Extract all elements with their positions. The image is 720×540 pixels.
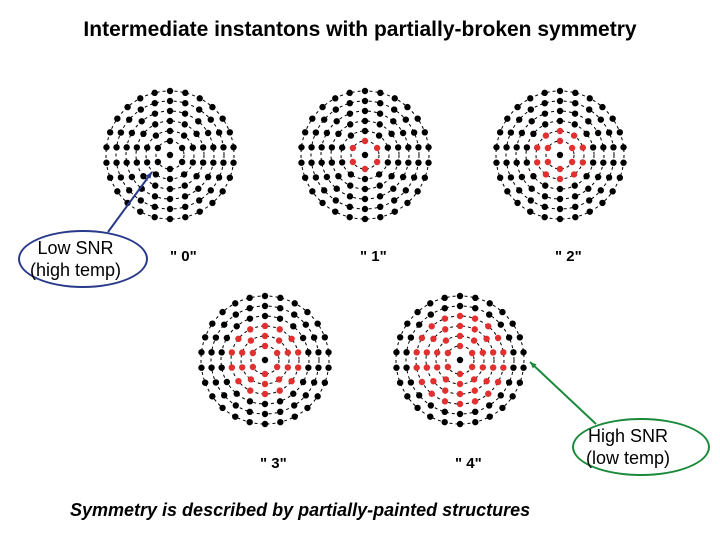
instanton-label-4: " 4" — [455, 455, 482, 472]
instanton-label-2: " 2" — [555, 248, 582, 265]
instanton-label-1: " 1" — [360, 248, 387, 265]
high-snr-line1: High SNR — [588, 426, 668, 446]
high-snr-line2: (low temp) — [586, 448, 670, 468]
instanton-label-3: " 3" — [260, 455, 287, 472]
instanton-label-0: " 0" — [170, 248, 197, 265]
footer-text: Symmetry is described by partially-paint… — [70, 500, 530, 521]
high-snr-label: High SNR (low temp) — [586, 426, 670, 469]
